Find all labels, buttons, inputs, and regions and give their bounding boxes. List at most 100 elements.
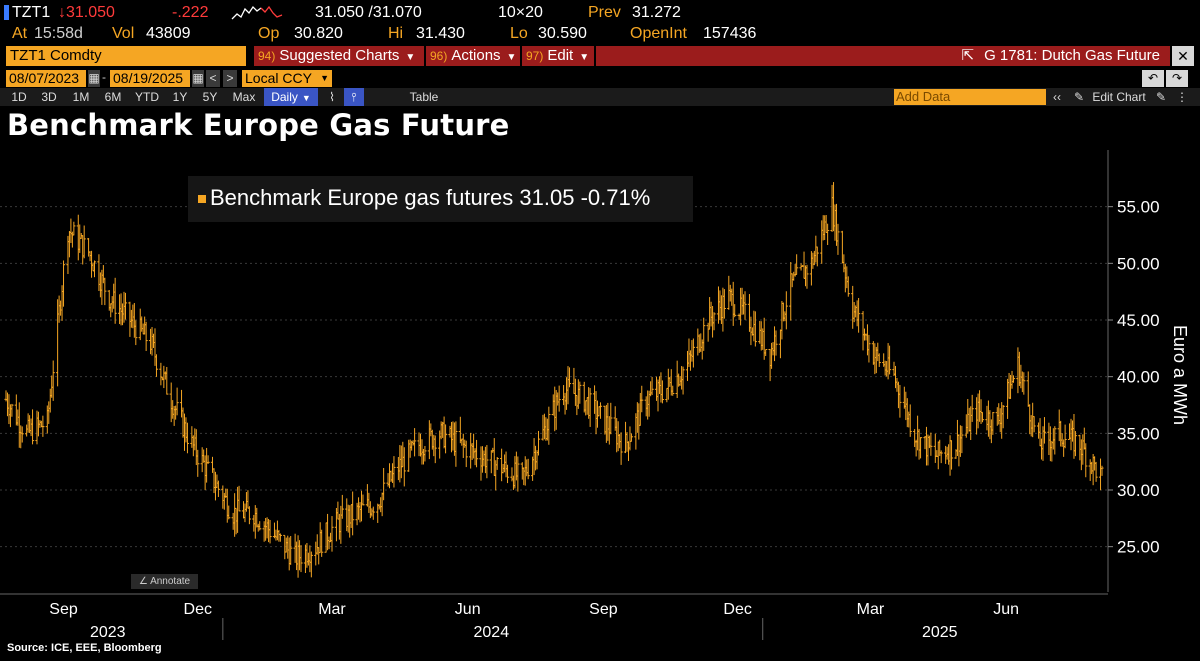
price-bar [268,519,272,544]
chevron-down-icon: ▼ [579,52,590,63]
price-bar [1053,426,1057,455]
price-bar [588,388,592,427]
price-bar [547,406,551,445]
price-bar [712,312,716,331]
currency-select[interactable]: Local CCY ▼ [242,70,332,87]
price-bar [743,291,747,320]
calendar-icon[interactable]: ▦ [88,70,100,87]
edit-icon[interactable]: ✎ [1155,90,1167,104]
price-bar [10,403,14,417]
x-tick-label: Jun [993,601,1019,618]
legend-series-name: Benchmark Europe gas futures [210,185,514,210]
price-bar [857,297,861,333]
price-bar [82,225,86,259]
y-tick-label: 50.00 [1117,254,1160,273]
chevron-left-icon[interactable]: ‹‹ [1053,90,1061,104]
edit-menu[interactable]: 97) Edit ▼ [522,46,594,66]
price-bar [650,376,654,396]
chevron-down-icon: ▼ [301,93,311,103]
openint-label: OpenInt [630,25,687,42]
price-bar [1011,375,1016,383]
price-bar [898,384,902,418]
price-bar [505,464,510,484]
x-tick-label: Sep [589,601,618,618]
add-data-input[interactable]: Add Data [894,89,1046,105]
price-bar [454,421,458,467]
calendar-icon[interactable]: ▦ [192,70,204,87]
price-bar [30,409,35,445]
price-bar [237,485,241,512]
chart-name: G 1781: Dutch Gas Future [984,47,1160,64]
edit-icon[interactable]: ✎ [1073,90,1085,104]
price-bar [165,366,169,395]
price-bar [799,263,803,271]
legend: Benchmark Europe gas futures 31.05 -0.71… [188,176,693,222]
annotate-button[interactable]: ∠ Annotate [131,574,198,589]
low-label: Lo [510,25,528,42]
y-tick-label: 45.00 [1117,311,1160,330]
y-tick-label: 25.00 [1117,538,1160,557]
date-range-bar: 08/07/2023 ▦ - 08/19/2025 ▦ < > Local CC… [0,70,1200,88]
price-bar [867,334,871,363]
price-bar [485,445,489,479]
security-field[interactable]: TZT1 Comdty [6,46,246,66]
price-bar [495,456,499,470]
chart-name-bar[interactable]: ⇱ G 1781: Dutch Gas Future [596,46,1170,66]
chevron-right-icon[interactable]: > [223,70,237,87]
end-date-input[interactable]: 08/19/2025 [110,70,190,87]
price-bar [361,494,365,506]
price-bar [51,360,55,401]
price-bar [826,223,830,245]
price-bar [20,426,24,443]
actions-menu[interactable]: 96) Actions ▼ [426,46,520,66]
suggested-charts-number: 94) [258,49,276,63]
price-bar [733,304,737,318]
x-tick-label: Sep [49,601,78,618]
period-1m[interactable]: 1M [72,90,90,104]
price-bar [805,264,809,289]
period-6m[interactable]: 6M [104,90,122,104]
legend-change: -0.71% [580,185,651,210]
price-bar [784,291,788,330]
period-3d[interactable]: 3D [41,90,57,104]
x-tick-label: Mar [318,601,346,618]
vol-value: 43809 [146,25,191,42]
period-1y[interactable]: 1Y [172,90,188,104]
price-bar [423,445,427,462]
price-bar [474,439,479,468]
suggested-charts-menu[interactable]: 94) Suggested Charts ▼ [254,46,424,66]
period-5y[interactable]: 5Y [202,90,218,104]
x-year-label: 2023 [90,624,126,640]
redo-icon[interactable]: ↷ [1166,70,1188,87]
price-bar [154,354,159,377]
bar-chart-icon[interactable]: ⫯ [344,88,364,106]
price-chart[interactable]: 25.00 30.00 35.00 40.00 45.00 50.00 55.00 Sep D… [0,140,1200,640]
price-bar [536,430,541,456]
period-max[interactable]: Max [232,90,256,104]
x-tick-labels: Sep Dec Mar Jun Sep Dec Mar Jun 2023 2024 2025 [49,601,1019,640]
undo-icon[interactable]: ↶ [1142,70,1164,87]
price-bar [774,330,778,356]
start-date-input[interactable]: 08/07/2023 [6,70,86,87]
price-bar [933,433,937,463]
price-bar [206,455,210,464]
chevron-down-icon: ▼ [405,52,416,63]
price-bar [877,353,881,367]
close-button[interactable]: ✕ [1172,46,1194,66]
net-change: -.222 [172,4,209,21]
price-bar [433,435,437,464]
price-bar [702,317,706,351]
line-chart-icon[interactable]: ⌇ [329,90,335,104]
frequency-select[interactable]: Daily ▼ [264,88,318,106]
period-1d[interactable]: 1D [11,90,27,104]
price-bar [216,480,221,497]
edit-chart-button[interactable]: Edit Chart [1092,90,1146,104]
more-icon[interactable]: ⋮ [1176,90,1188,104]
ticker[interactable]: TZT1 [12,4,51,21]
table-button[interactable]: Table [409,90,439,104]
period-ytd[interactable]: YTD [135,90,159,104]
price-bar [753,311,757,347]
price-bar [489,450,493,474]
chevron-left-icon[interactable]: < [206,70,220,87]
y-tick-label: 35.00 [1117,424,1160,443]
